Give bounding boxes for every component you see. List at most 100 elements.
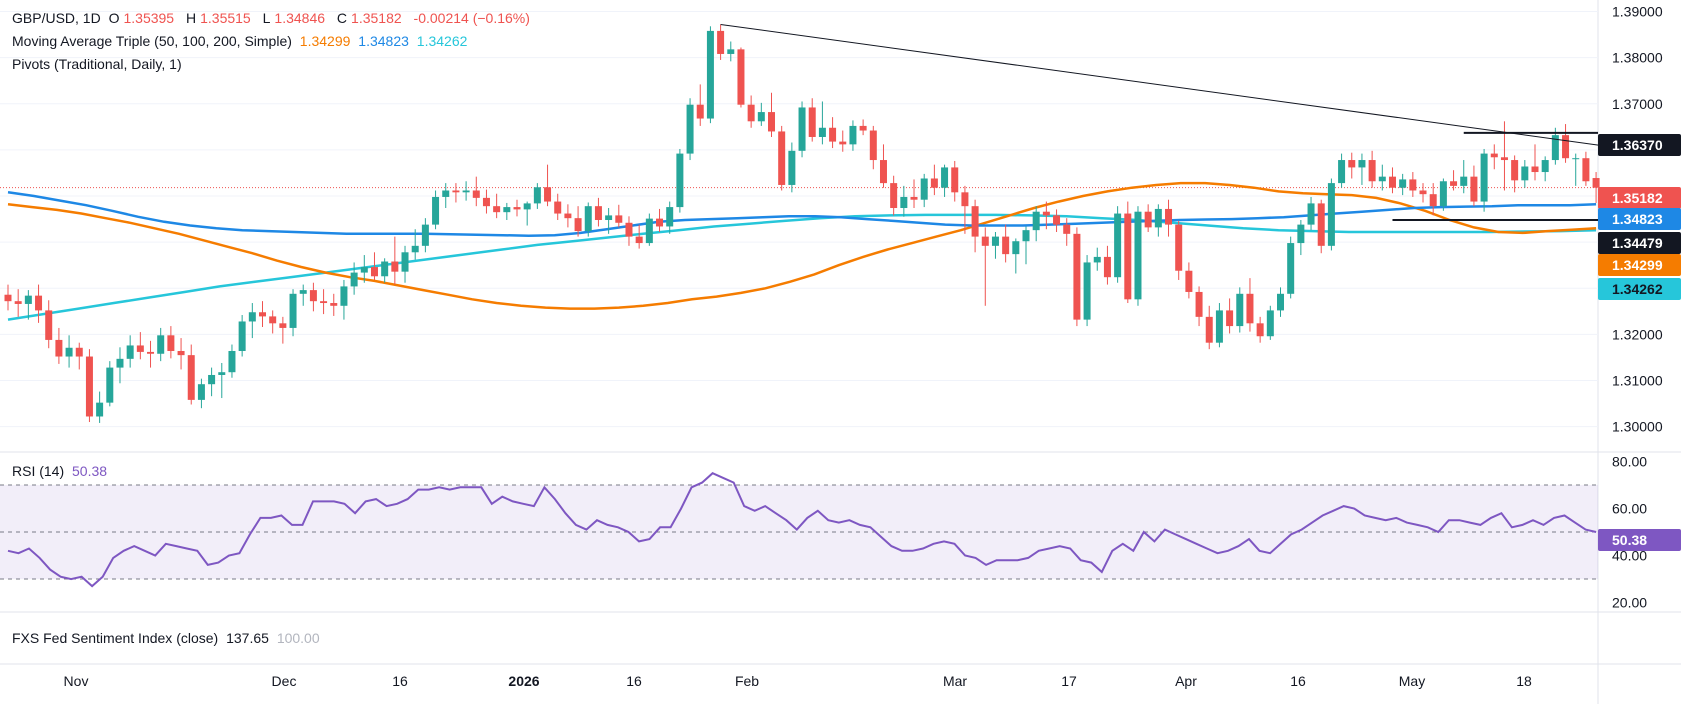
candle-body bbox=[187, 355, 195, 400]
candle-body bbox=[859, 125, 867, 131]
candle-body bbox=[75, 347, 83, 357]
rsi-band-fill bbox=[0, 484, 1598, 580]
candle-body bbox=[717, 30, 725, 54]
candle-body bbox=[208, 374, 216, 385]
candle-body bbox=[1032, 211, 1040, 231]
candle-body bbox=[1562, 135, 1570, 159]
candle-body bbox=[544, 187, 552, 202]
ma200-badge: 1.34262 bbox=[1612, 281, 1663, 297]
candle-body bbox=[513, 207, 521, 210]
candle-body bbox=[1124, 213, 1132, 300]
candle-body bbox=[1511, 160, 1519, 181]
candle-body bbox=[625, 222, 633, 237]
rsi-tick-label: 60.00 bbox=[1612, 500, 1647, 516]
candle-body bbox=[1134, 211, 1142, 300]
candle-body bbox=[554, 201, 562, 214]
time-tick-label: 2026 bbox=[508, 673, 539, 689]
candle-body bbox=[1236, 293, 1244, 327]
candle-body bbox=[1012, 241, 1020, 255]
candle-body bbox=[259, 312, 266, 317]
candle-body bbox=[1378, 176, 1386, 182]
candle-body bbox=[737, 49, 745, 105]
candle-body bbox=[951, 167, 959, 193]
candle-body bbox=[594, 206, 602, 221]
candle-body bbox=[401, 252, 409, 272]
candle-body bbox=[452, 190, 460, 193]
candle-body bbox=[584, 206, 592, 232]
candle-body bbox=[299, 290, 307, 294]
candle-body bbox=[126, 345, 134, 359]
candle-body bbox=[991, 236, 999, 246]
time-tick-label: Mar bbox=[943, 673, 967, 689]
price-badges: 1.36370 1.35182 1.34823 1.34479 1.34299 1.342… bbox=[1598, 134, 1681, 551]
candle-body bbox=[381, 261, 389, 277]
candle-body bbox=[1063, 224, 1071, 234]
candle-body bbox=[686, 104, 694, 154]
candle-body bbox=[289, 293, 297, 328]
candle-body bbox=[869, 130, 877, 161]
ma50-badge: 1.34299 bbox=[1612, 257, 1663, 273]
pivot-badge-bg bbox=[1598, 134, 1681, 156]
candle-body bbox=[136, 345, 144, 352]
candle-body bbox=[106, 367, 114, 403]
candle-body bbox=[197, 384, 205, 400]
candle-body bbox=[696, 104, 704, 119]
candle-body bbox=[1480, 153, 1488, 202]
ma100-value: 1.34823 bbox=[358, 33, 409, 49]
candle-body bbox=[768, 112, 775, 132]
price-tick-label: 1.38000 bbox=[1612, 50, 1663, 66]
time-tick-label: Feb bbox=[735, 673, 759, 689]
candle-body bbox=[727, 49, 735, 54]
candle-body bbox=[1093, 256, 1101, 263]
candle-body bbox=[279, 323, 287, 328]
candle-body bbox=[1307, 203, 1315, 225]
candle-body bbox=[432, 196, 440, 225]
candle-body bbox=[706, 30, 714, 119]
candle-body bbox=[1215, 310, 1223, 343]
price-tick-label: 1.39000 bbox=[1612, 4, 1663, 20]
candle-body bbox=[910, 196, 918, 200]
legend-ma[interactable]: Moving Average Triple (50, 100, 200, Sim… bbox=[12, 33, 471, 49]
candle-body bbox=[482, 197, 490, 207]
legend-rsi[interactable]: RSI (14) 50.38 bbox=[12, 463, 111, 479]
candle-body bbox=[330, 303, 338, 306]
legend-fxs[interactable]: FXS Fed Sentiment Index (close) 137.65 1… bbox=[12, 630, 324, 646]
candle-body bbox=[503, 207, 511, 213]
candle-body bbox=[1175, 224, 1183, 271]
axes: 1.390001.380001.370001.360001.350001.340… bbox=[64, 4, 1663, 689]
legend-pivots[interactable]: Pivots (Traditional, Daily, 1) bbox=[12, 56, 186, 72]
pivots-title: Pivots (Traditional, Daily, 1) bbox=[12, 56, 182, 72]
time-tick-label: Dec bbox=[272, 673, 297, 689]
candle-body bbox=[635, 236, 643, 244]
candle-body bbox=[1246, 293, 1254, 324]
candle-body bbox=[808, 107, 816, 137]
candles bbox=[4, 24, 1600, 423]
time-tick-label: 16 bbox=[1290, 673, 1306, 689]
open-label: O 1.35395 bbox=[108, 10, 175, 26]
ma50-line bbox=[7, 181, 1597, 310]
candle-body bbox=[1450, 181, 1458, 186]
candle-body bbox=[391, 261, 399, 272]
time-tick-label: 17 bbox=[1061, 673, 1077, 689]
symbol-label[interactable]: GBP/USD, 1D bbox=[12, 10, 101, 26]
candle-body bbox=[1103, 256, 1111, 278]
ma100-badge: 1.34823 bbox=[1612, 211, 1663, 227]
ma100-badge-bg bbox=[1598, 208, 1681, 230]
candle-body bbox=[981, 236, 989, 246]
candle-body bbox=[116, 358, 124, 368]
pivot-badge: 1.36370 bbox=[1612, 137, 1663, 153]
candle-body bbox=[1338, 160, 1346, 184]
candle-body bbox=[849, 125, 857, 145]
ma100-line bbox=[7, 191, 1597, 237]
pivot-s1-badge: 1.34479 bbox=[1612, 235, 1663, 251]
ma200-badge-bg bbox=[1598, 278, 1681, 300]
candle-body bbox=[370, 267, 378, 277]
candle-body bbox=[523, 203, 531, 210]
candle-body bbox=[971, 206, 979, 237]
candle-body bbox=[788, 150, 796, 185]
candle-body bbox=[1287, 243, 1295, 294]
candle-body bbox=[1053, 215, 1061, 225]
candle-body bbox=[1429, 194, 1437, 207]
price-tick-label: 1.30000 bbox=[1612, 419, 1663, 435]
candle-body bbox=[798, 107, 806, 151]
